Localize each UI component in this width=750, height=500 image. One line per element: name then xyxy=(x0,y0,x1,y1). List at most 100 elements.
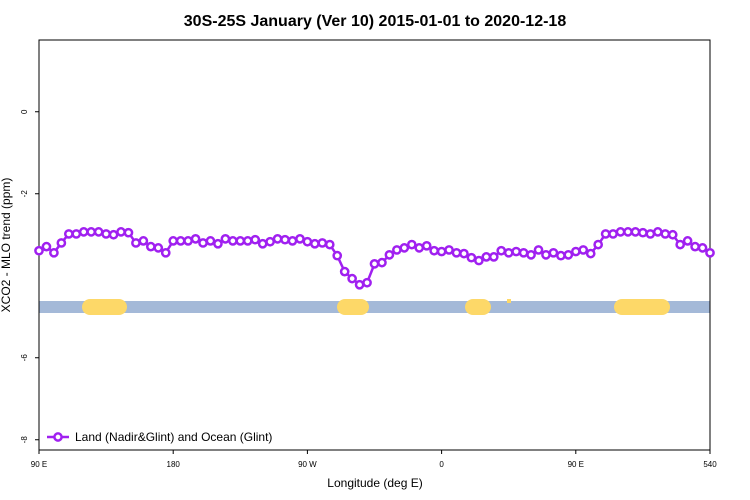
data-point xyxy=(265,236,275,247)
data-point xyxy=(474,255,484,266)
land-segment xyxy=(614,299,670,315)
data-point xyxy=(190,234,201,244)
data-point xyxy=(362,277,372,288)
x-tick-label: 180 xyxy=(167,460,181,469)
data-point xyxy=(488,252,499,262)
data-point xyxy=(86,227,97,237)
data-point xyxy=(168,236,179,246)
data-point xyxy=(503,247,514,258)
data-point xyxy=(593,239,604,250)
data-point xyxy=(302,236,313,247)
data-point xyxy=(585,248,596,259)
data-point xyxy=(34,245,44,256)
surface-strip xyxy=(39,299,710,315)
data-point xyxy=(406,239,417,250)
data-point xyxy=(675,239,686,250)
land-segment xyxy=(465,299,491,315)
data-point xyxy=(287,236,298,246)
data-point xyxy=(682,236,693,246)
data-point xyxy=(295,234,305,244)
x-tick-label: 540 xyxy=(703,460,717,469)
data-point xyxy=(63,229,74,239)
data-point xyxy=(690,241,700,252)
data-point xyxy=(630,227,641,237)
data-point xyxy=(705,247,715,258)
data-point xyxy=(496,245,507,256)
data-point xyxy=(131,238,141,248)
data-point xyxy=(570,246,581,257)
data-point xyxy=(414,243,425,253)
data-point xyxy=(257,238,268,249)
data-point xyxy=(272,234,283,244)
data-point xyxy=(235,236,246,246)
data-point xyxy=(123,227,134,238)
data-point xyxy=(615,227,626,237)
land-segment xyxy=(337,299,369,315)
data-point xyxy=(310,238,320,249)
land-segment xyxy=(82,299,127,315)
x-tick-label: 90 E xyxy=(31,460,47,469)
data-point xyxy=(660,229,671,239)
legend-label: Land (Nadir&Glint) and Ocean (Glint) xyxy=(75,430,272,444)
data-point xyxy=(556,250,566,261)
data-point xyxy=(399,243,410,253)
data-point xyxy=(429,245,439,256)
data-point xyxy=(183,236,193,246)
y-tick-label: -8 xyxy=(20,436,29,444)
data-point xyxy=(71,229,82,239)
y-tick-label: 0 xyxy=(20,109,29,114)
data-point xyxy=(116,227,126,237)
data-point xyxy=(78,227,89,237)
data-point xyxy=(369,259,380,269)
data-point xyxy=(638,227,648,238)
data-point xyxy=(205,236,216,246)
data-point xyxy=(444,245,454,255)
data-point xyxy=(481,252,492,262)
y-tick-label: -6 xyxy=(20,354,29,362)
data-point xyxy=(138,236,149,246)
data-point xyxy=(332,250,343,261)
data-point xyxy=(466,252,477,263)
x-tick-label: 0 xyxy=(439,460,444,469)
data-point xyxy=(339,266,350,277)
data-point xyxy=(101,229,111,239)
x-tick-label: 90 W xyxy=(298,460,317,469)
x-axis-label: Longitude (deg E) xyxy=(327,476,422,490)
y-axis-label: XCO2 - MLO trend (ppm) xyxy=(0,178,13,313)
data-point xyxy=(108,229,119,240)
data-point xyxy=(198,238,208,248)
data-point xyxy=(652,227,663,237)
data-point xyxy=(49,247,59,258)
plot-frame xyxy=(38,39,711,451)
data-point xyxy=(354,279,365,290)
data-point xyxy=(250,234,261,245)
data-point xyxy=(347,273,357,284)
data-point xyxy=(227,236,238,246)
data-point xyxy=(242,236,253,246)
data-point xyxy=(436,246,447,257)
data-point xyxy=(526,249,536,260)
data-point xyxy=(317,238,328,248)
y-tick-label: -2 xyxy=(20,190,29,198)
data-point xyxy=(220,234,231,244)
chart-title: 30S-25S January (Ver 10) 2015-01-01 to 2… xyxy=(184,13,567,30)
data-point xyxy=(645,229,656,239)
data-point xyxy=(93,227,104,237)
data-point xyxy=(518,247,529,258)
data-point xyxy=(600,229,611,239)
data-point xyxy=(541,249,551,260)
data-point xyxy=(421,240,432,251)
data-point xyxy=(578,245,589,255)
legend-marker xyxy=(53,432,63,442)
data-point xyxy=(280,234,290,245)
data-point xyxy=(459,248,469,259)
data-point xyxy=(533,245,544,255)
data-point xyxy=(377,257,387,268)
data-point xyxy=(56,238,67,248)
data-point xyxy=(145,241,156,252)
data-point xyxy=(451,247,462,258)
data-point xyxy=(563,249,574,260)
data-point xyxy=(667,229,678,240)
